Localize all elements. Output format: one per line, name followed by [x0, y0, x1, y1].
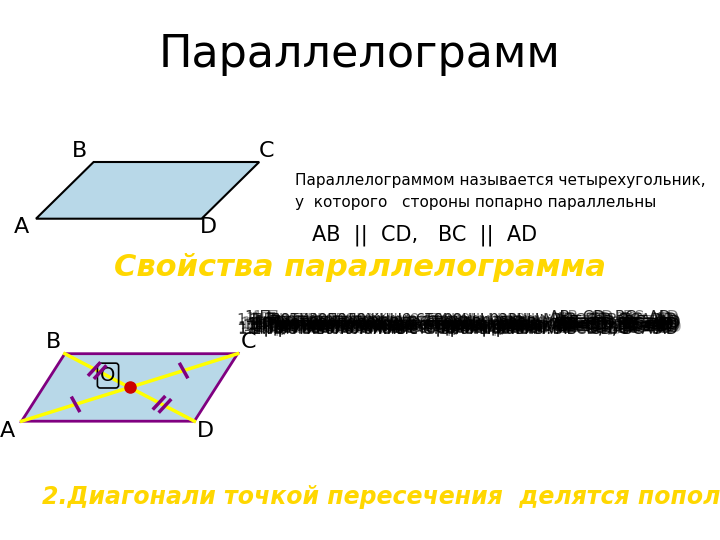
Text: Свойства параллелограмма: Свойства параллелограмма	[114, 253, 606, 282]
Text: 1.Противоположные стороны равны: AB=CD, BC=AD: 1.Противоположные стороны равны: AB=CD, …	[249, 313, 675, 328]
Text: 1.Противоположные стороны равны: AB=CD, BC=AD: 1.Противоположные стороны равны: AB=CD, …	[240, 317, 665, 332]
Text: 1.Противоположные стороны равны: AB=CD, BC=AD: 1.Противоположные стороны равны: AB=CD, …	[247, 320, 672, 335]
Text: 1.Противоположные стороны равны: AB=CD, BC=AD: 1.Противоположные стороны равны: AB=CD, …	[246, 317, 671, 332]
Text: 1.Противоположные стороны равны: AB=CD, BC=AD: 1.Противоположные стороны равны: AB=CD, …	[251, 312, 677, 327]
Text: 1.Противоположные стороны равны: AB=CD, BC=AD: 1.Противоположные стороны равны: AB=CD, …	[246, 313, 672, 327]
Text: B: B	[71, 141, 87, 161]
Text: Параллелограмм: Параллелограмм	[159, 32, 561, 76]
Text: 1.Противоположные стороны равны: AB=CD, BC=AD: 1.Противоположные стороны равны: AB=CD, …	[254, 320, 680, 335]
Text: 1.Противоположные стороны равны: AB=CD, BC=AD: 1.Противоположные стороны равны: AB=CD, …	[238, 313, 663, 328]
Bar	[270, 308, 702, 370]
Text: 1.Противоположные стороны равны: AB=CD, BC=AD: 1.Противоположные стороны равны: AB=CD, …	[252, 318, 678, 332]
Text: 1.Противоположные стороны равны: AB=CD, BC=AD: 1.Противоположные стороны равны: AB=CD, …	[245, 310, 670, 326]
Text: D: D	[197, 421, 214, 441]
Polygon shape	[22, 354, 238, 421]
Text: 1.Противоположные стороны равны: AB=CD, BC=AD: 1.Противоположные стороны равны: AB=CD, …	[243, 319, 669, 334]
Text: 1.Противоположные стороны равны: AB=CD, BC=AD: 1.Противоположные стороны равны: AB=CD, …	[252, 322, 678, 337]
Text: 1.Противоположные стороны равны: AB=CD, BC=AD: 1.Противоположные стороны равны: AB=CD, …	[252, 321, 678, 336]
Text: 1.Противоположные стороны равны: AB=CD, BC=AD: 1.Противоположные стороны равны: AB=CD, …	[253, 313, 678, 328]
Text: у  которого   стороны попарно параллельны: у которого стороны попарно параллельны	[295, 195, 657, 210]
Text: 1.Противоположные стороны равны: AB=CD, BC=AD: 1.Противоположные стороны равны: AB=CD, …	[254, 318, 680, 332]
Text: 1.Противоположные стороны равны: AB=CD, BC=AD: 1.Противоположные стороны равны: AB=CD, …	[249, 321, 675, 336]
Text: 1.Противоположные стороны равны: AB=CD, BC=AD: 1.Противоположные стороны равны: AB=CD, …	[238, 321, 664, 336]
Text: B: B	[46, 332, 62, 352]
Text: 1.Противоположные стороны равны: AB=CD, BC=AD: 1.Противоположные стороны равны: AB=CD, …	[253, 315, 680, 330]
Text: A: A	[0, 421, 15, 441]
Text: 1.Противоположные стороны равны: AB=CD, BC=AD: 1.Противоположные стороны равны: AB=CD, …	[253, 313, 679, 328]
Text: Параллелограммом называется четырехугольник,: Параллелограммом называется четырехуголь…	[295, 173, 706, 188]
Text: O: O	[100, 366, 116, 385]
Text: 1.Противоположные стороны равны: AB=CD, BC=AD: 1.Противоположные стороны равны: AB=CD, …	[247, 321, 672, 336]
Text: 1.Противоположные стороны равны: AB=CD, BC=AD: 1.Противоположные стороны равны: AB=CD, …	[251, 317, 678, 332]
Text: A: A	[14, 217, 30, 237]
Text: 1.Противоположные стороны равны: AB=CD, BC=AD: 1.Противоположные стороны равны: AB=CD, …	[256, 320, 681, 335]
Polygon shape	[36, 162, 259, 219]
Text: 1.Противоположные стороны равны: AB=CD, BC=AD: 1.Противоположные стороны равны: AB=CD, …	[252, 319, 678, 334]
Text: 2.Диагонали точкой пересечения  делятся пополам.: 2.Диагонали точкой пересечения делятся п…	[42, 485, 720, 509]
Text: 1.Противоположные стороны равны: AB=CD, BC=AD: 1.Противоположные стороны равны: AB=CD, …	[247, 318, 672, 333]
Text: C: C	[258, 141, 274, 161]
Text: 1.Противоположные стороны равны: AB=CD, BC=AD: 1.Противоположные стороны равны: AB=CD, …	[255, 315, 680, 330]
Text: C: C	[240, 332, 256, 352]
Text: 1.Противоположные стороны равны: AB=CD, BC=AD: 1.Противоположные стороны равны: AB=CD, …	[242, 316, 667, 331]
Text: 1.Противоположные стороны равны: AB=CD, BC=AD: 1.Противоположные стороны равны: AB=CD, …	[253, 310, 679, 326]
Text: AB  ||  CD,   BC  ||  AD: AB || CD, BC || AD	[312, 224, 537, 246]
Text: 1.Противоположные стороны равны: AB=CD, BC=AD: 1.Противоположные стороны равны: AB=CD, …	[238, 322, 663, 337]
Text: D: D	[200, 217, 217, 237]
Text: 1.Противоположные стороны равны: AB=CD, BC=AD: 1.Противоположные стороны равны: AB=CD, …	[255, 318, 680, 333]
Text: 1.Противоположные стороны равны: AB=CD, BC=AD: 1.Противоположные стороны равны: AB=CD, …	[249, 319, 675, 334]
Text: 1.Противоположные стороны равны: AB=CD, BC=AD: 1.Противоположные стороны равны: AB=CD, …	[248, 316, 674, 332]
